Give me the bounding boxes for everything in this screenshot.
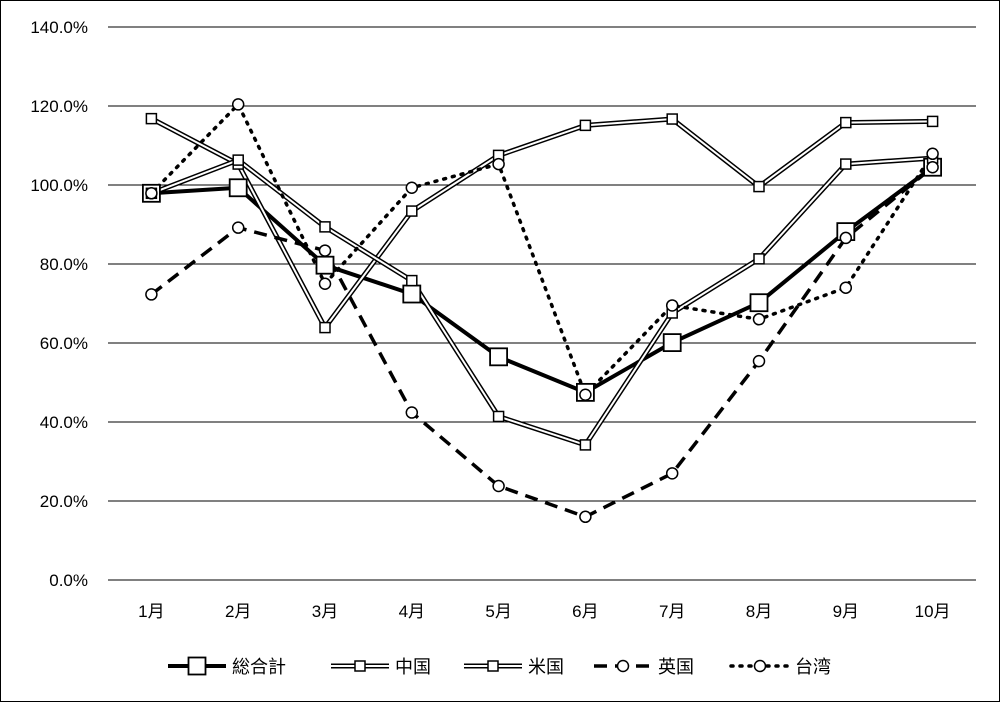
legend-item-台湾: 台湾 — [729, 657, 831, 678]
data-point-英国-10 — [926, 160, 939, 174]
legend-marker-総合計 — [187, 656, 207, 676]
y-tick-label-120: 120.0% — [30, 97, 88, 116]
data-point-英国-7 — [665, 467, 679, 480]
grid-lines — [108, 26, 976, 581]
data-point-中国-10 — [926, 115, 939, 128]
data-point-中国-1 — [145, 112, 158, 125]
data-point-英国-6 — [579, 510, 592, 524]
data-point-米国-6 — [579, 439, 592, 451]
data-point-英国-9 — [839, 231, 853, 245]
legend-label-英国: 英国 — [658, 657, 694, 678]
x-tick-label-7: 7月 — [659, 602, 685, 621]
series-line-米国 — [150, 155, 933, 448]
legend-label-中国: 中国 — [395, 657, 431, 678]
data-point-台湾-8 — [752, 313, 766, 326]
data-point-米国-8 — [753, 253, 765, 265]
data-point-英国-8 — [752, 354, 766, 368]
x-tick-label-10: 10月 — [915, 602, 951, 621]
x-tick-label-3: 3月 — [312, 602, 338, 621]
data-point-総合計-3 — [315, 255, 335, 275]
data-point-総合計-5 — [489, 347, 509, 367]
y-tick-label-140: 140.0% — [30, 18, 88, 37]
data-point-総合計-2 — [228, 178, 248, 198]
data-point-総合計-4 — [402, 284, 422, 304]
legend-item-英国: 英国 — [594, 657, 694, 678]
data-point-台湾-6 — [579, 388, 592, 401]
legend-marker-台湾 — [753, 659, 767, 673]
y-tick-label-40: 40.0% — [40, 413, 88, 432]
data-point-台湾-4 — [405, 181, 419, 195]
legend-item-中国: 中国 — [331, 657, 431, 678]
y-axis-tick-labels: 0.0% 20.0% 40.0% 60.0% 80.0% 100.0% 120.0% 140.… — [30, 18, 88, 590]
legend-marker-米国 — [487, 660, 499, 672]
data-point-台湾-7 — [665, 299, 679, 312]
x-tick-label-8: 8月 — [746, 602, 772, 621]
data-point-英国-4 — [405, 406, 419, 419]
data-point-米国-2 — [232, 154, 244, 166]
data-point-台湾-5 — [492, 157, 505, 171]
legend-marker-英国 — [616, 659, 630, 673]
data-point-総合計-8 — [749, 293, 769, 313]
y-tick-label-0: 0.0% — [49, 571, 88, 590]
legend-label-総合計: 総合計 — [232, 657, 286, 678]
data-point-台湾-1 — [145, 187, 158, 200]
data-point-米国-9 — [840, 158, 852, 170]
series-line-台湾 — [149, 102, 935, 397]
legend: 総合計 中国 米国 英国 台湾 — [168, 656, 831, 678]
series-line-総合計 — [151, 165, 934, 395]
y-tick-label-60: 60.0% — [40, 334, 88, 353]
data-point-中国-8 — [753, 180, 765, 193]
x-tick-label-1: 1月 — [138, 602, 164, 621]
y-tick-label-100: 100.0% — [30, 176, 88, 195]
data-point-台湾-9 — [839, 281, 853, 294]
data-point-台湾-2 — [231, 98, 245, 111]
data-point-英国-1 — [145, 288, 158, 301]
x-tick-label-6: 6月 — [572, 602, 598, 621]
x-tick-label-2: 2月 — [225, 602, 251, 621]
legend-label-台湾: 台湾 — [795, 657, 831, 678]
data-point-中国-3 — [319, 321, 331, 334]
legend-label-米国: 米国 — [528, 657, 564, 678]
series-line-英国 — [150, 165, 934, 519]
data-point-台湾-3 — [318, 277, 332, 290]
data-point-中国-9 — [840, 116, 852, 129]
data-point-米国-4 — [406, 274, 418, 287]
x-tick-label-5: 5月 — [485, 602, 511, 621]
data-point-英国-5 — [492, 479, 505, 493]
data-point-英国-2 — [231, 221, 245, 234]
legend-marker-中国 — [354, 660, 366, 672]
y-tick-label-80: 80.0% — [40, 255, 88, 274]
data-point-米国-5 — [492, 410, 505, 423]
data-point-台湾-10 — [926, 147, 939, 161]
data-point-中国-6 — [579, 119, 592, 132]
x-tick-label-4: 4月 — [399, 602, 425, 621]
legend-item-総合計: 総合計 — [168, 656, 286, 678]
data-point-英国-3 — [318, 244, 332, 257]
data-point-総合計-7 — [662, 333, 682, 353]
data-point-米国-3 — [319, 221, 331, 233]
series-line-中国 — [150, 116, 933, 331]
data-point-中国-7 — [666, 113, 678, 125]
series-markers — [141, 98, 942, 524]
x-tick-label-9: 9月 — [833, 602, 859, 621]
data-point-中国-4 — [406, 205, 418, 217]
y-tick-label-20: 20.0% — [40, 492, 88, 511]
x-axis-tick-labels: 1月 2月 3月 4月 5月 6月 7月 8月 9月 10月 — [138, 602, 950, 621]
series-lines — [149, 102, 935, 519]
legend-item-米国: 米国 — [464, 657, 564, 678]
